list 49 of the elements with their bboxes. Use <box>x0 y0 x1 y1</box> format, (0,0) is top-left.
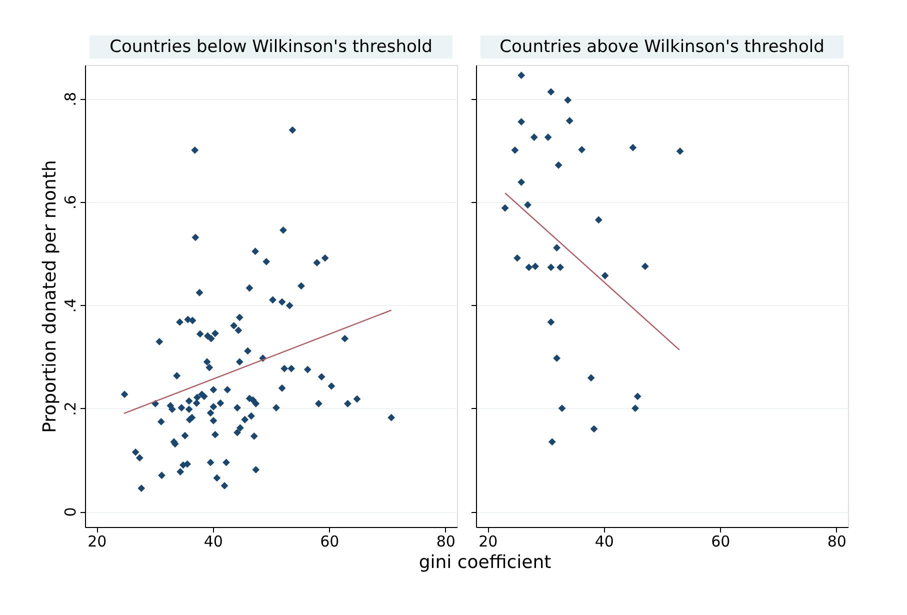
point <box>564 96 572 104</box>
point <box>554 161 562 169</box>
point <box>501 204 509 212</box>
point <box>524 201 532 209</box>
y-tick-label: 0 <box>62 507 80 517</box>
chart-title: Countries below Wilkinson's threshold <box>110 37 432 57</box>
point <box>518 178 526 186</box>
point <box>641 262 649 270</box>
point <box>511 146 519 154</box>
point <box>544 134 552 141</box>
point <box>578 146 586 154</box>
point <box>547 318 555 326</box>
y-tick-label: .8 <box>62 92 80 106</box>
point <box>547 264 555 272</box>
point <box>558 404 566 412</box>
x-axis-title: gini coefficient <box>418 552 552 573</box>
point <box>553 244 560 252</box>
point <box>553 354 560 362</box>
point <box>587 374 595 382</box>
point <box>601 272 609 280</box>
x-tick-label: 40 <box>594 532 614 550</box>
point <box>556 264 564 272</box>
point <box>518 72 526 80</box>
y-tick-label: .6 <box>62 195 80 210</box>
point <box>632 404 639 412</box>
y-tick-label: .4 <box>62 298 80 313</box>
chart-title: Countries above Wilkinson's threshold <box>500 37 824 57</box>
x-tick-label: 80 <box>827 532 846 550</box>
x-tick-label: 20 <box>88 532 107 550</box>
point <box>514 254 521 262</box>
x-tick-label: 40 <box>204 532 223 550</box>
point <box>634 392 642 400</box>
x-tick-label: 20 <box>478 532 498 550</box>
point <box>547 88 555 96</box>
point <box>594 216 602 224</box>
x-tick-label: 60 <box>711 532 730 550</box>
y-axis-title: Proportion donated per month <box>40 160 60 433</box>
point <box>590 425 598 433</box>
point <box>518 118 526 126</box>
point <box>676 148 684 155</box>
point <box>629 144 637 152</box>
x-tick-label: 80 <box>436 532 456 550</box>
point <box>530 134 538 141</box>
y-tick-label: .2 <box>62 402 80 416</box>
point <box>532 262 539 270</box>
x-tick-label: 60 <box>320 532 340 550</box>
point <box>566 117 574 124</box>
point <box>548 438 556 446</box>
point <box>525 264 533 272</box>
